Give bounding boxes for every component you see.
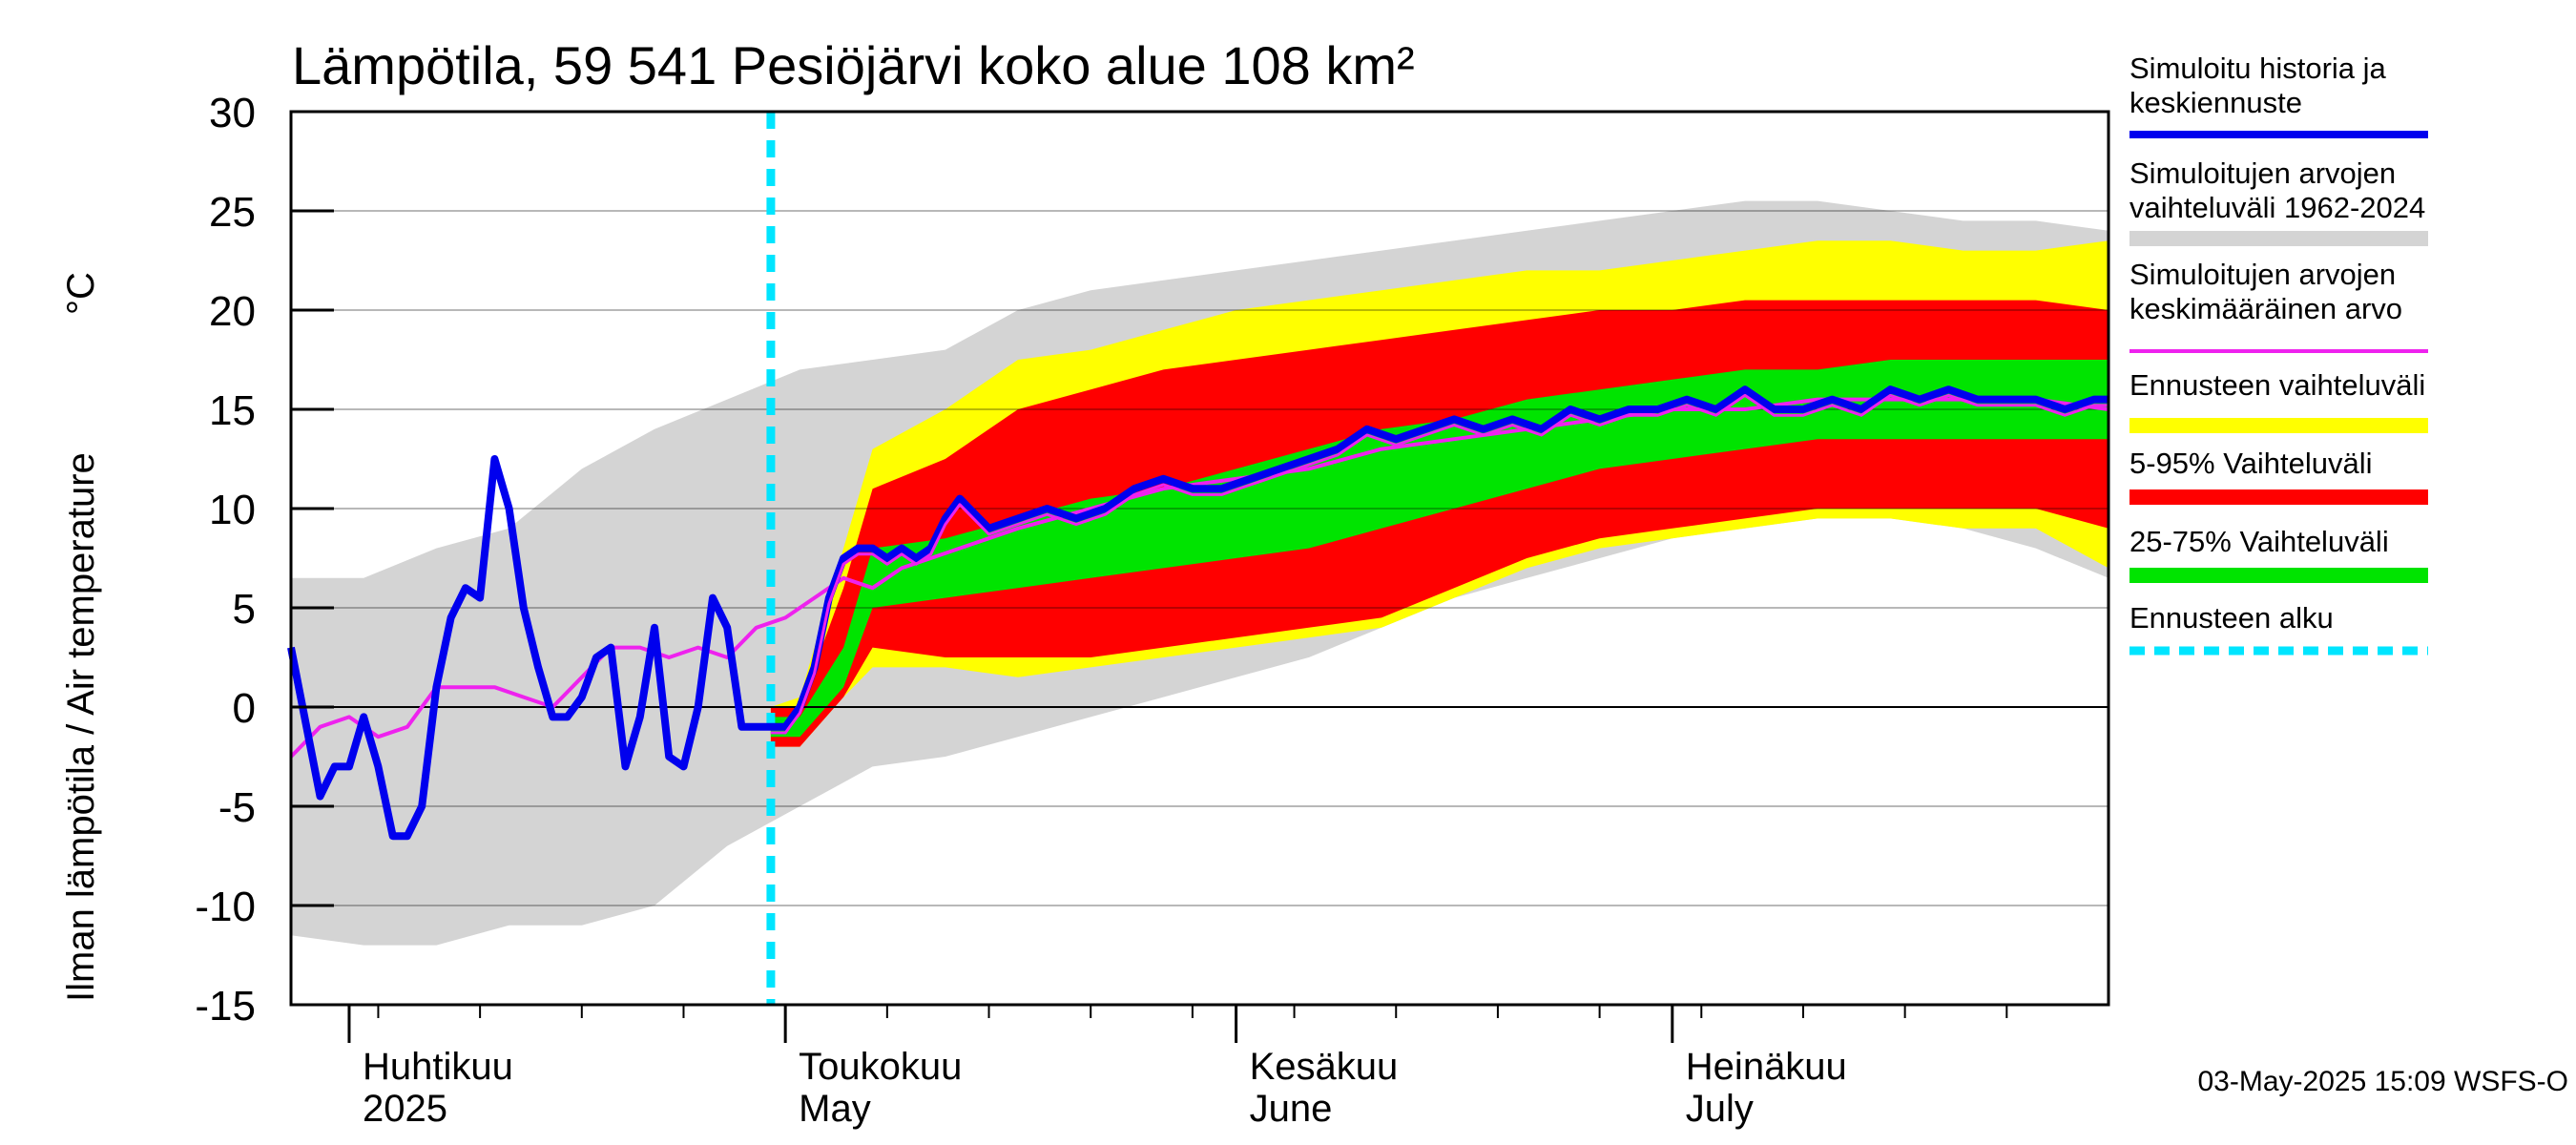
y-tick-label: 10: [209, 487, 256, 533]
legend-label: keskimääräinen arvo: [2129, 292, 2402, 325]
legend-label: vaihteluväli 1962-2024: [2129, 191, 2425, 224]
legend-item: 5-95% Vaihteluväli: [2129, 447, 2428, 505]
x-month-sublabel: May: [799, 1088, 871, 1130]
x-month-label: Huhtikuu: [363, 1046, 513, 1088]
x-month-sublabel: 2025: [363, 1088, 447, 1130]
y-axis-unit: °C: [60, 272, 102, 315]
y-tick-label: -10: [195, 884, 256, 930]
legend-item: 25-75% Vaihteluväli: [2129, 525, 2428, 583]
x-month-sublabel: June: [1250, 1088, 1333, 1130]
legend-item: Ennusteen alku: [2129, 601, 2428, 656]
y-tick-label: 25: [209, 189, 256, 236]
legend-label: Simuloitujen arvojen: [2129, 156, 2396, 190]
plot-area: [287, 110, 2110, 1007]
legend-label: Simuloitu historia ja: [2129, 52, 2387, 85]
legend-label: 25-75% Vaihteluväli: [2129, 525, 2389, 558]
y-tick-label: 5: [233, 586, 256, 633]
y-axis-ticks: 30 25 20 15 10 5 0 -5 -10 -15: [195, 90, 334, 1030]
y-tick-label: 0: [233, 685, 256, 732]
legend-label: Ennusteen alku: [2129, 601, 2334, 635]
legend-item: Ennusteen vaihteluväli: [2129, 368, 2428, 433]
x-month-sublabel: July: [1686, 1088, 1754, 1130]
x-month-label: Toukokuu: [799, 1046, 962, 1088]
y-axis-title: Ilman lämpötila / Air temperature: [60, 452, 102, 1002]
y-axis-label: Ilman lämpötila / Air temperature °C: [60, 272, 102, 1002]
forecast-mean-overlay-line: [770, 393, 2109, 735]
plot-frame: [289, 110, 2110, 1007]
x-month-label: Heinäkuu: [1686, 1046, 1847, 1088]
legend: Simuloitu historia jakeskiennusteSimuloi…: [2129, 52, 2428, 656]
simulated-series-line: [287, 385, 2109, 841]
y-tick-label: 30: [209, 90, 256, 136]
x-month-label: Kesäkuu: [1250, 1046, 1399, 1088]
chart-title: Lämpötila, 59 541 Pesiöjärvi koko alue 1…: [292, 35, 1415, 95]
legend-label: Simuloitujen arvojen: [2129, 258, 2396, 291]
y-tick-label: 20: [209, 288, 256, 335]
legend-label: 5-95% Vaihteluväli: [2129, 447, 2372, 480]
legend-label: Ennusteen vaihteluväli: [2129, 368, 2425, 402]
y-tick-label: 15: [209, 387, 256, 434]
y-tick-label: -15: [195, 983, 256, 1030]
timestamp-footer: 03-May-2025 15:09 WSFS-O: [2198, 1066, 2569, 1097]
legend-label: keskiennuste: [2129, 86, 2302, 119]
y-tick-label: -5: [218, 784, 256, 831]
